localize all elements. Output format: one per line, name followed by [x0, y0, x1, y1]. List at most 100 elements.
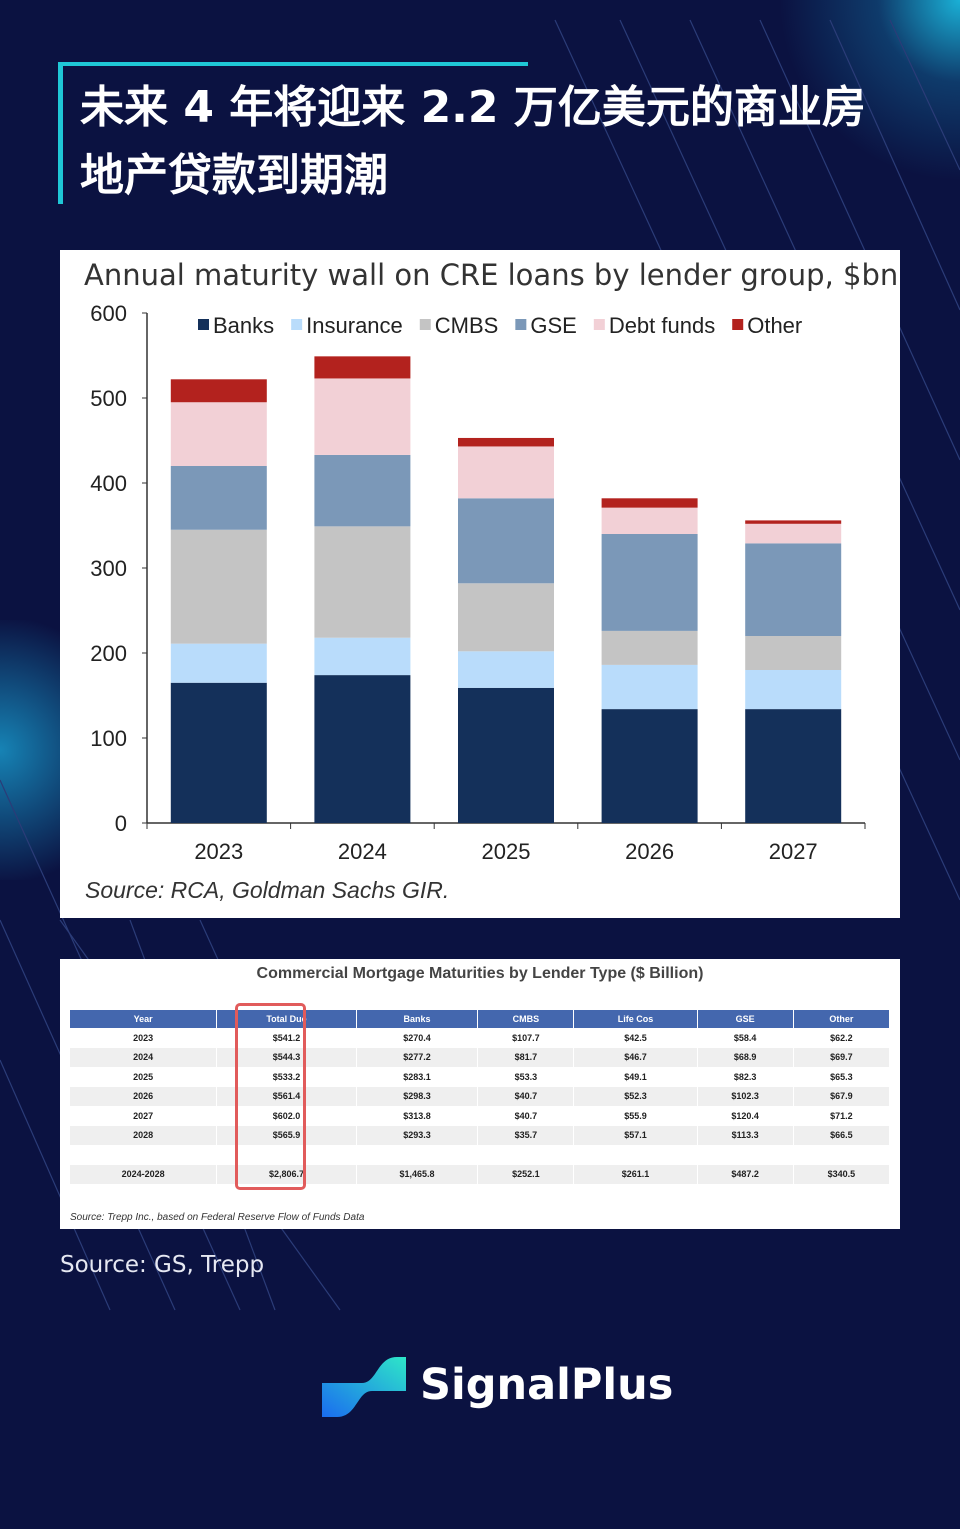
decorative-glow: [700, 0, 960, 200]
table-cell: $58.4: [697, 1028, 794, 1048]
maturities-table: Year Total Due Banks CMBS Life Cos GSE Other 2…: [70, 1010, 891, 1184]
bar-insurance-2025: [458, 651, 554, 688]
table-cell: $533.2: [216, 1067, 357, 1087]
table-cell: $52.3: [573, 1086, 698, 1106]
y-tick-label: 400: [90, 471, 127, 496]
table-cell: $261.1: [573, 1164, 698, 1184]
bar-other-2026: [601, 498, 698, 508]
table-cell: $68.9: [697, 1047, 794, 1067]
table-row: 2026 $561.4 $298.3 $40.7 $52.3 $102.3 $67.9: [70, 1086, 891, 1106]
table-cell: [573, 1145, 698, 1165]
x-tick-label: 2025: [482, 839, 531, 864]
table-cell: [697, 1145, 794, 1165]
table-cell: 2028: [70, 1125, 218, 1145]
table-cell: $107.7: [477, 1028, 575, 1048]
table-cell: $69.7: [793, 1047, 891, 1067]
y-tick-label: 200: [90, 641, 127, 666]
legend-label: Debt funds: [609, 313, 715, 338]
table-row: 2028 $565.9 $293.3 $35.7 $57.1 $113.3 $66.5: [70, 1125, 891, 1145]
table-title: Commercial Mortgage Maturities by Lender…: [256, 965, 704, 982]
bar-banks-2023: [170, 682, 267, 823]
table-cell: $313.8: [356, 1106, 479, 1126]
bar-insurance-2026: [601, 664, 698, 710]
table-cell: $293.3: [356, 1125, 479, 1145]
table-cell: $277.2: [356, 1047, 479, 1067]
column-header: Total Due: [216, 1010, 357, 1028]
table-row: 2025 $533.2 $283.1 $53.3 $49.1 $82.3 $65.3: [70, 1067, 891, 1087]
bar-insurance-2027: [745, 670, 842, 710]
table-row: 2024-2028 $2,806.7 $1,465.8 $252.1 $261.1 $48…: [70, 1164, 891, 1184]
page-title: 未来 4 年将迎来 2.2 万亿美元的商业房地产贷款到期潮: [80, 82, 866, 201]
table-cell: $66.5: [793, 1125, 891, 1145]
table-cell: [356, 1145, 479, 1165]
title-accent: [58, 62, 528, 66]
legend-swatch: [515, 319, 527, 330]
bar-other-2023: [170, 379, 267, 403]
table-cell: $62.2: [793, 1028, 891, 1048]
table-cell: $487.2: [697, 1164, 794, 1184]
table-cell: $565.9: [216, 1125, 357, 1145]
chart-title: Annual maturity wall on CRE loans by len…: [84, 258, 898, 292]
bar-banks-2027: [745, 709, 842, 823]
table-cell: $298.3: [356, 1086, 479, 1106]
x-tick-label: 2026: [625, 839, 674, 864]
table-cell: $53.3: [477, 1067, 575, 1087]
legend-swatch: [593, 319, 605, 330]
legend-label: Insurance: [306, 313, 403, 338]
table-cell: $67.9: [793, 1086, 891, 1106]
table-cell: 2027: [70, 1106, 218, 1126]
bar-other-2024: [314, 356, 411, 379]
table-cell: $40.7: [477, 1106, 575, 1126]
bar-banks-2025: [458, 687, 554, 823]
bar-other-2027: [745, 520, 842, 524]
column-header: CMBS: [477, 1010, 575, 1028]
table-cell: $65.3: [793, 1067, 891, 1087]
column-header: Life Cos: [573, 1010, 698, 1028]
table-row: 2027 $602.0 $313.8 $40.7 $55.9 $120.4 $71.2: [70, 1106, 891, 1126]
bar-gse-2025: [458, 498, 554, 584]
table-cell: $1,465.8: [356, 1164, 479, 1184]
bar-gse-2027: [745, 543, 842, 636]
table-cell: [477, 1145, 575, 1165]
legend-swatch: [732, 319, 744, 330]
bar-gse-2023: [170, 466, 267, 530]
table-cell: $541.2: [216, 1028, 357, 1048]
table-cell: $270.4: [356, 1028, 479, 1048]
x-tick-label: 2024: [338, 839, 387, 864]
brand-name: SignalPlus: [420, 1360, 674, 1410]
y-tick-label: 300: [90, 556, 127, 581]
bar-gse-2024: [314, 454, 411, 527]
table-cell: $561.4: [216, 1086, 357, 1106]
table-cell: 2024-2028: [70, 1164, 218, 1184]
legend-swatch: [291, 319, 303, 330]
title-frame: [58, 62, 888, 204]
table-cell: $46.7: [573, 1047, 698, 1067]
x-tick-label: 2027: [769, 839, 818, 864]
bar-debt-funds-2024: [314, 378, 411, 455]
bar-gse-2026: [601, 534, 698, 631]
bar-cmbs-2024: [314, 526, 411, 638]
table-row: [70, 1145, 891, 1165]
table-cell: $35.7: [477, 1125, 575, 1145]
stacked-bar-chart-card: Annual maturity wall on CRE loans by len…: [60, 250, 900, 918]
y-tick-label: 600: [90, 301, 127, 326]
table-cell: $252.1: [477, 1164, 575, 1184]
legend-label: CMBS: [435, 313, 499, 338]
table-cell: $81.7: [477, 1047, 575, 1067]
bar-banks-2026: [601, 709, 698, 823]
table-cell: [216, 1145, 357, 1165]
chart-source: Source: RCA, Goldman Sachs GIR.: [85, 877, 449, 903]
legend-swatch: [419, 319, 431, 330]
bar-cmbs-2025: [458, 583, 554, 652]
table-cell: $340.5: [793, 1164, 891, 1184]
table-cell: $55.9: [573, 1106, 698, 1126]
image-source: Source: GS, Trepp: [60, 1252, 265, 1278]
table-cell: [793, 1145, 891, 1165]
legend-label: Banks: [213, 313, 274, 338]
table-cell: 2023: [70, 1028, 218, 1048]
legend-label: Other: [747, 313, 802, 338]
bar-other-2025: [458, 437, 554, 447]
table-cell: 2024: [70, 1047, 218, 1067]
legend-label: GSE: [530, 313, 576, 338]
bar-cmbs-2023: [170, 529, 267, 644]
